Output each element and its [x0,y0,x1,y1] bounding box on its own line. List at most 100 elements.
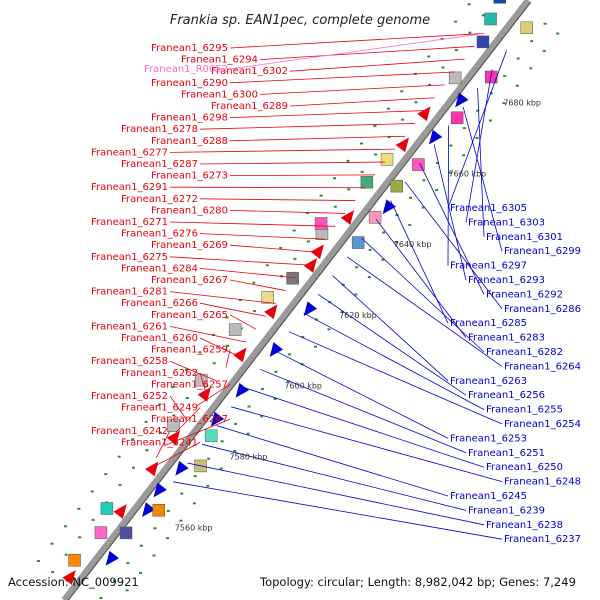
gene-label: Franean1_6287 [121,159,198,170]
gene-box [167,419,180,433]
gene-label: Franean1_6273 [151,171,228,182]
scale-tick [112,579,116,582]
scale-tick [381,258,385,261]
gene-label: Franean1_6285 [450,318,527,329]
scale-tick [368,248,372,251]
gene-label: Franean1_6256 [468,390,545,401]
leader-line [199,123,415,130]
scale-ticks [36,3,560,599]
genome-backbone [61,0,532,600]
leader-line [229,174,376,177]
leader-line [229,314,256,330]
gene-label: Franean1_6284 [121,263,198,274]
leader-line [433,144,467,281]
gene-box [450,111,464,125]
gene-label: Franean1_6288 [151,136,228,147]
scale-tick [556,32,560,35]
scale-tick [386,107,390,110]
scale-tick [63,525,67,528]
scale-tick [427,83,431,86]
scale-tick [117,455,121,458]
scale-tick [542,49,546,52]
scale-tick [145,449,149,452]
leader-line [187,462,485,526]
leader-line [289,97,435,107]
kbp-mark: 7680 kbp [503,98,541,107]
gene-label: Franean1_6257 [151,379,228,390]
gene-box [484,12,497,26]
leader-line [289,58,465,72]
leader-line [288,331,503,425]
gene-label: Franean1_6300 [181,89,258,100]
leader-line [229,33,485,49]
kbp-mark: 7620 kbp [339,311,377,320]
scale-tick [408,196,412,199]
leader-line [259,84,445,95]
scale-tick [260,415,264,418]
gene-label: Franean1_6242 [91,426,168,437]
leader-line [404,181,503,310]
scale-tick [99,596,103,599]
scale-tick [131,438,135,441]
scale-tick [435,161,439,164]
scale-tick [476,109,480,112]
leader-line [169,148,395,153]
scale-tick [126,562,130,565]
gene-box [152,503,165,517]
leader-line [199,302,266,317]
gene-arrow [235,382,249,398]
gene-box [493,0,506,4]
gene-label: Franean1_6267 [151,275,228,286]
scale-tick [462,154,466,157]
scale-tick [333,205,337,208]
leader-line [169,291,276,304]
scale-tick [360,170,364,173]
scale-tick [449,144,453,147]
scale-tick [64,553,68,556]
scale-tick [367,276,371,279]
leader-line [229,135,405,142]
scale-tick [502,102,506,105]
scale-tick [139,571,143,574]
scale-tick [421,206,425,209]
gene-label: Franean1_6262 [121,368,198,379]
leader-line [361,237,485,353]
scale-tick [394,241,398,244]
gene-label: Franean1_6272 [121,194,198,205]
gene-features [62,0,533,585]
leader-line [169,186,366,189]
scale-tick [529,67,533,70]
scale-tick [422,179,426,182]
gene-label: Franean1_6250 [486,462,563,473]
leader-line [465,69,493,223]
scale-tick [414,101,418,104]
scale-tick [273,397,277,400]
gene-arrow [166,430,181,446]
gene-label: Franean1_6302 [211,66,288,77]
gene-label: Franean1_6276 [121,229,198,240]
gene-label: Franean1_6261 [91,321,168,332]
scale-tick [36,560,40,563]
leader-line [229,210,346,214]
gene-arrow [310,244,324,260]
gene-label: Franean1_6290 [151,78,228,89]
gene-box [68,553,81,567]
leader-line [390,200,449,324]
leader-line [259,368,467,454]
gene-label: Franean1_6266 [121,298,198,309]
label-leader-lines [146,33,507,540]
gene-label: Franean1_6271 [91,217,168,228]
gene-label: Franean1_6280 [151,205,228,216]
gene-box [448,71,462,85]
scale-tick [408,223,412,226]
scale-tick [373,125,377,128]
gene-box [390,179,403,193]
scale-tick [306,240,310,243]
scale-tick [104,473,108,476]
scale-tick [503,74,507,77]
leader-line [229,110,425,118]
gene-label: Franean1_6282 [486,347,563,358]
scale-tick [515,84,519,87]
gene-label: Franean1_6305 [450,203,527,214]
